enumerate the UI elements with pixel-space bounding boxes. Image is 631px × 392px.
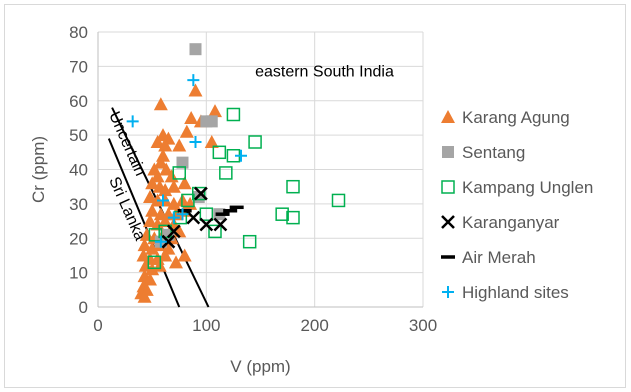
karang-agung-point	[158, 214, 173, 228]
karang-agung-point	[158, 138, 173, 152]
sentang-point	[205, 115, 218, 128]
kampang-unglen-point	[172, 166, 186, 180]
annotation-text: Sri Lanka	[105, 175, 148, 244]
x-tick-label: 200	[300, 316, 328, 335]
kampang-unglen-point	[212, 145, 227, 160]
kampang-unglen-point	[181, 193, 195, 208]
karang-agung-point	[177, 248, 192, 262]
highland-sites-point	[176, 208, 189, 221]
karang-agung-point	[137, 238, 152, 252]
kampang-unglen-point	[192, 186, 206, 201]
highland-sites-point	[126, 115, 139, 128]
legend-label-highland-sites: Highland sites	[462, 283, 569, 302]
karanganyar-point	[186, 210, 201, 225]
karang-agung-point	[166, 179, 181, 193]
kampang-unglen-point	[219, 166, 233, 180]
highland-sites-point	[154, 235, 167, 248]
karanganyar-point	[199, 217, 214, 232]
y-tick-label: 60	[69, 92, 88, 111]
x-tick-label: 0	[93, 316, 102, 335]
karang-agung-point	[153, 155, 168, 169]
legend-marker-kampang-unglen	[441, 180, 455, 194]
highland-sites-point	[157, 194, 169, 207]
legend-label-karanganyar: Karanganyar	[462, 213, 560, 232]
karang-agung-point	[184, 110, 199, 124]
karang-agung-point	[166, 196, 181, 210]
y-tick-label: 20	[69, 229, 88, 248]
karang-agung-point	[159, 162, 174, 176]
sentang-point	[176, 156, 189, 169]
karanganyar-point	[213, 217, 228, 232]
y-tick-label: 80	[69, 23, 88, 42]
kampang-unglen-point	[242, 234, 257, 249]
x-axis-title: V (ppm)	[230, 357, 290, 376]
karang-agung-point	[169, 255, 183, 269]
legend-label-air-merah: Air Merah	[462, 248, 536, 267]
legend-marker-karanganyar	[441, 215, 455, 229]
karang-agung-point	[158, 248, 173, 262]
highland-sites-point	[187, 74, 200, 87]
karang-agung-point	[208, 104, 222, 118]
karang-agung-point	[145, 203, 160, 217]
highland-sites-point	[189, 136, 202, 148]
highland-sites-point	[167, 211, 180, 224]
highland-sites-point	[235, 149, 247, 162]
karang-agung-point	[143, 214, 157, 228]
y-axis-title: Cr (ppm)	[29, 136, 48, 203]
kampang-unglen-point	[286, 179, 300, 194]
legend-marker-karang-agung	[441, 110, 455, 123]
kampang-unglen-point	[331, 193, 346, 208]
legend: Karang Agung Sentang Kampang Unglen Karanga…	[441, 108, 593, 302]
legend-label-kampang-unglen: Kampang Unglen	[462, 178, 593, 197]
karang-agung-point	[177, 176, 192, 190]
sentang-point	[189, 43, 202, 56]
y-tick-label: 40	[69, 161, 88, 180]
karang-agung-point	[188, 83, 203, 97]
y-tick-label: 70	[69, 57, 88, 76]
karang-agung-point	[179, 124, 194, 138]
legend-label-sentang: Sentang	[462, 143, 525, 162]
legend-marker-sentang	[442, 146, 454, 158]
y-tick-label: 50	[69, 126, 88, 145]
kampang-unglen-point	[286, 210, 300, 225]
legend-marker-highland-sites	[442, 286, 454, 298]
karang-agung-point	[150, 217, 165, 231]
karang-agung-point	[153, 97, 168, 111]
karang-agung-point	[145, 241, 160, 255]
karang-agung-point	[139, 227, 154, 241]
annotation-text: eastern South India	[255, 64, 394, 81]
y-tick-label: 0	[79, 298, 88, 317]
points-layer	[126, 43, 346, 303]
boundary-line	[107, 138, 181, 308]
boundary-line	[111, 107, 210, 308]
karang-agung-point	[204, 135, 219, 148]
karang-agung-point	[172, 138, 187, 152]
axis-layer: 0 10 20 30 40 50 60 70 80 0 100 200 300 V (ppm) Cr (pp…	[29, 23, 437, 376]
karang-agung-point	[137, 289, 152, 303]
legend-label-karang-agung: Karang Agung	[462, 108, 570, 127]
karang-agung-point	[150, 169, 165, 183]
karanganyar-point	[166, 224, 181, 239]
x-tick-label: 100	[192, 316, 220, 335]
kampang-unglen-point	[147, 255, 162, 270]
y-tick-label: 30	[69, 195, 88, 214]
x-tick-label: 300	[409, 316, 437, 335]
karang-agung-point	[145, 176, 160, 190]
karang-agung-point	[143, 190, 157, 203]
kampang-unglen-point	[226, 107, 241, 122]
kampang-unglen-point	[199, 207, 214, 221]
karang-agung-point	[143, 272, 157, 286]
karang-agung-point	[158, 183, 173, 197]
boundary-layer	[107, 107, 210, 308]
karanganyar-point	[161, 234, 176, 249]
kampang-unglen-point	[248, 135, 262, 149]
y-tick-label: 10	[69, 264, 88, 283]
kampang-unglen-point	[208, 224, 222, 239]
karang-agung-point	[150, 135, 165, 148]
karanganyar-point	[194, 186, 208, 201]
kampang-unglen-point	[275, 207, 289, 221]
